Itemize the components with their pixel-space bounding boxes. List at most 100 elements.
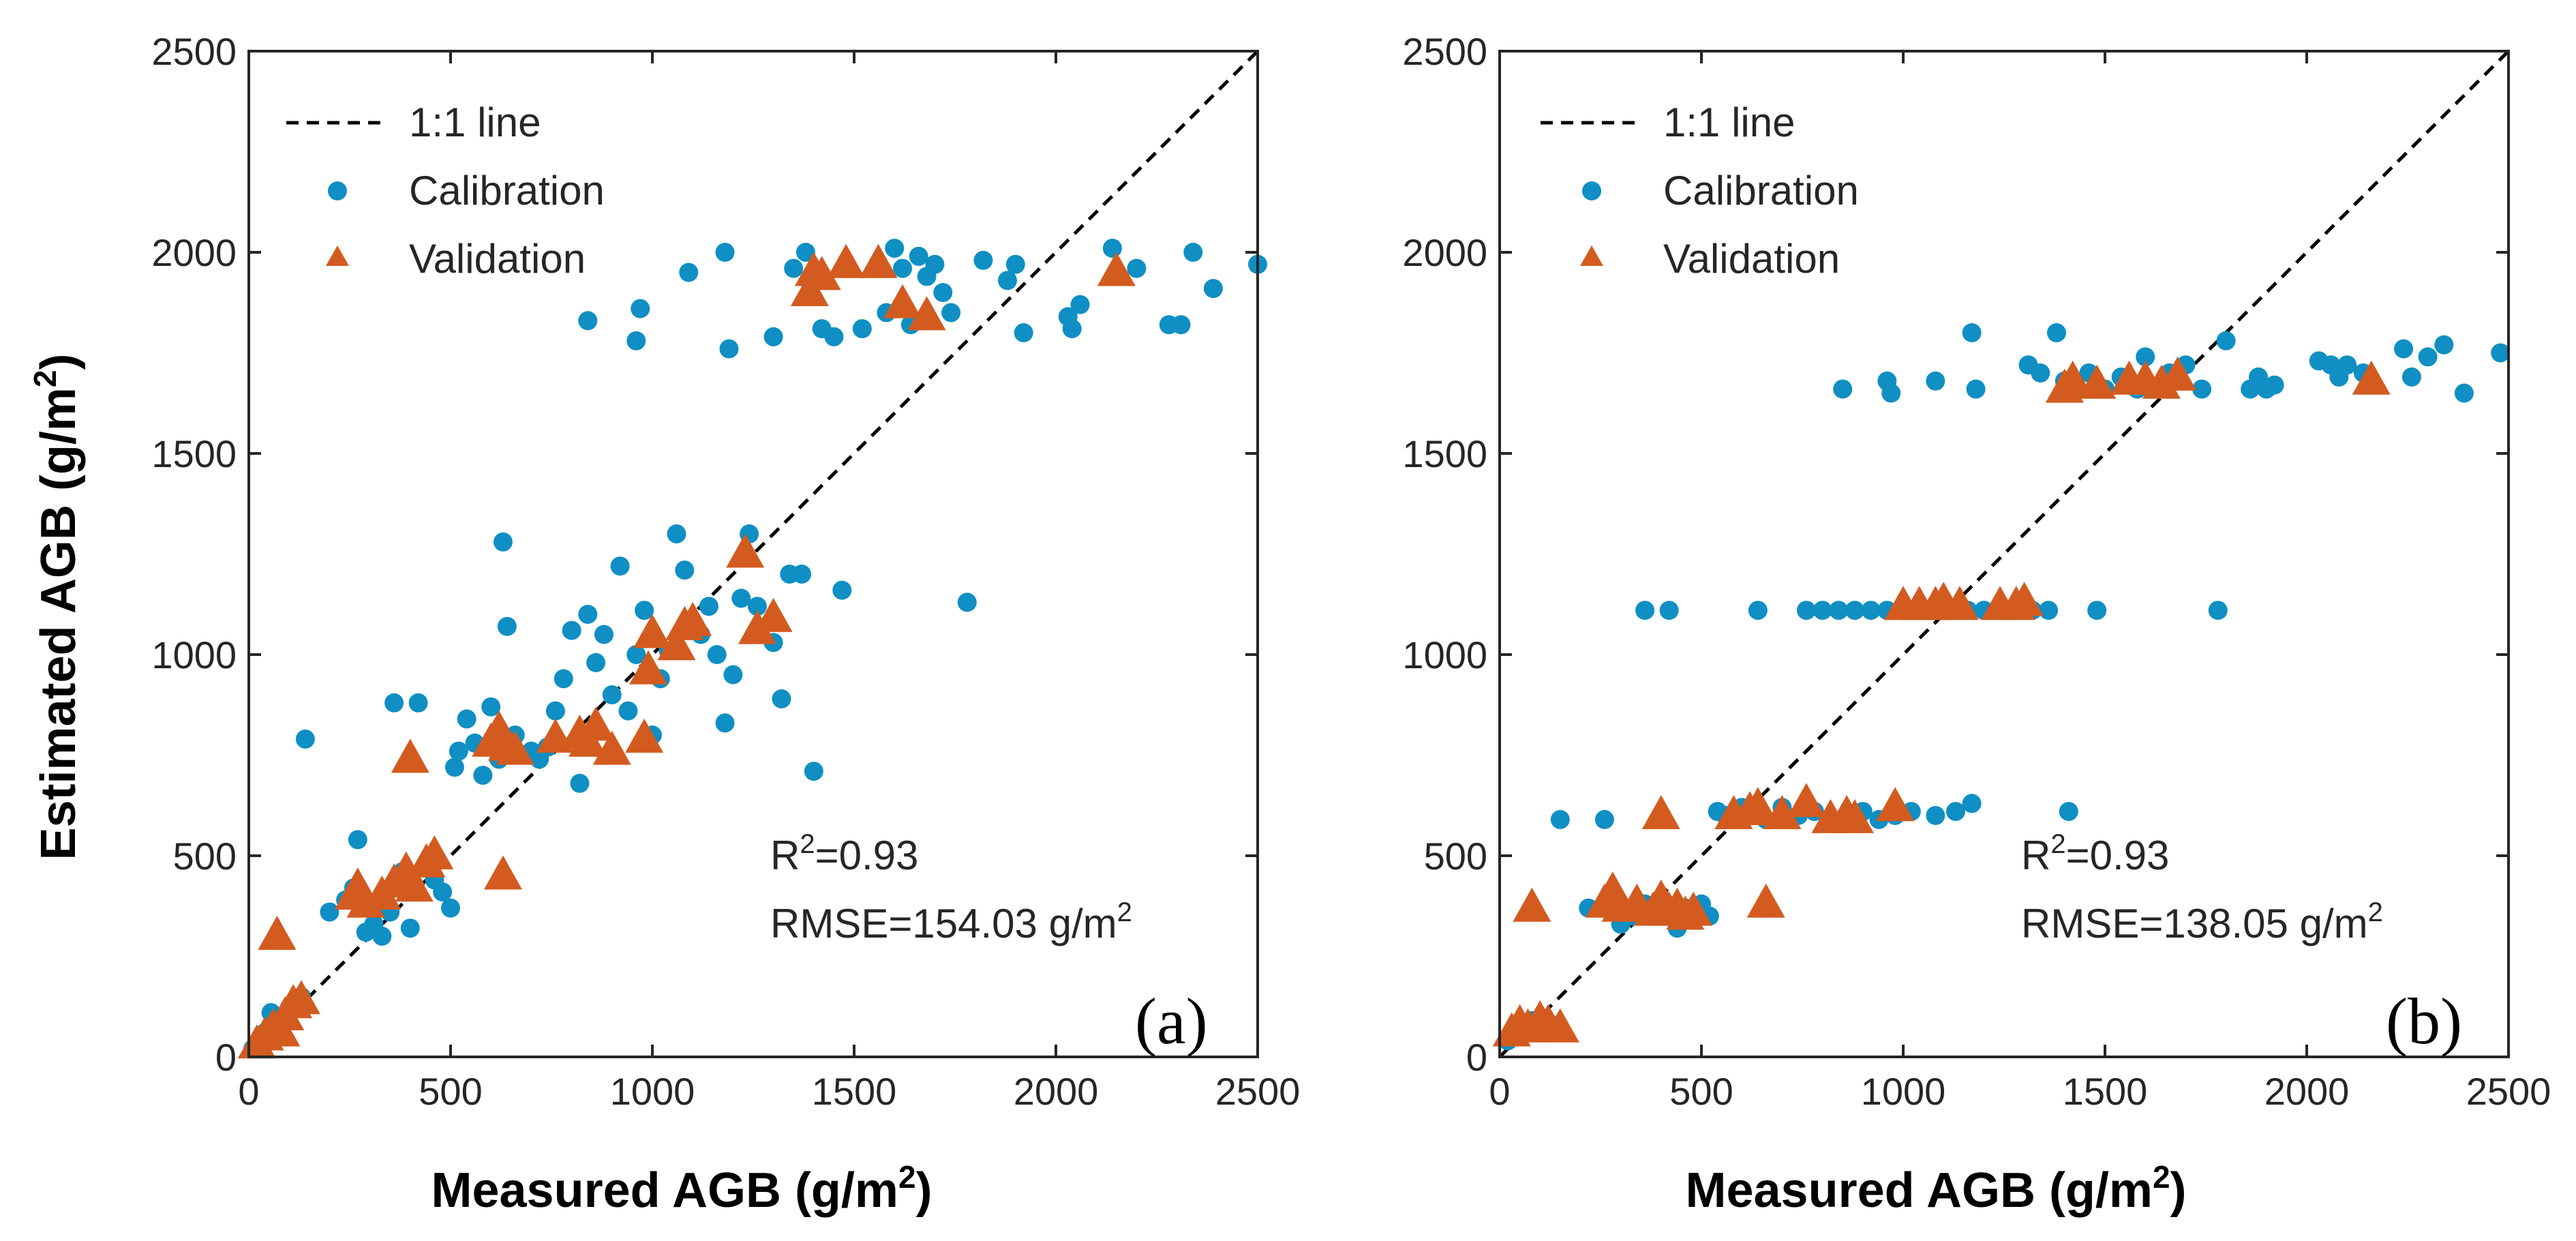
calibration-point: [2418, 347, 2438, 367]
legend-label-validation: Validation: [1663, 236, 1840, 282]
validation-point: [395, 867, 434, 902]
calibration-point: [586, 653, 606, 672]
calibration-point: [1845, 601, 1864, 620]
calibration-point: [570, 773, 590, 793]
calibration-point: [578, 311, 598, 331]
validation-point: [2053, 360, 2092, 395]
y-tick-label: 2000: [151, 231, 237, 274]
calibration-point: [626, 331, 646, 350]
calibration-point: [852, 319, 872, 339]
validation-point: [1787, 783, 1825, 818]
calibration-point: [1829, 601, 1849, 620]
validation-point: [673, 601, 712, 636]
calibration-point: [441, 898, 460, 918]
x-axis-label: Measured AGB (g/m2): [431, 1159, 932, 1218]
calibration-point: [578, 605, 598, 624]
calibration-point: [433, 882, 453, 902]
rmse-annotation: RMSE=138.05 g/m2: [2021, 897, 2383, 946]
calibration-point: [545, 701, 565, 721]
validation-point: [2158, 356, 2197, 391]
one-to-one-line: [247, 50, 1259, 1058]
legend-calibration-marker: [1582, 181, 1601, 200]
calibration-point: [473, 766, 493, 785]
y-tick-label: 1500: [1402, 432, 1487, 475]
marker-layer: [237, 239, 1267, 1059]
validation-point: [802, 256, 841, 290]
calibration-point: [2491, 343, 2511, 363]
y-axis-label: Estimated AGB (g/m2): [27, 354, 86, 861]
y-tick-label: 500: [173, 835, 237, 878]
calibration-point: [1659, 601, 1679, 620]
calibration-point: [618, 701, 638, 721]
calibration-point: [772, 689, 791, 708]
calibration-point: [635, 601, 654, 620]
calibration-point: [2039, 601, 2059, 620]
calibration-point: [1796, 601, 1816, 620]
validation-point: [1835, 798, 1874, 833]
calibration-point: [973, 250, 993, 270]
calibration-point: [731, 588, 751, 608]
calibration-point: [1833, 379, 1853, 399]
calibration-point: [2264, 375, 2284, 395]
calibration-point: [699, 597, 718, 616]
marker-layer: [1492, 323, 2511, 1051]
calibration-point: [804, 762, 823, 781]
calibration-point: [320, 902, 339, 922]
calibration-point: [1594, 809, 1614, 829]
validation-point: [415, 835, 454, 869]
calibration-point: [2059, 802, 2078, 822]
validation-point: [1641, 795, 1680, 829]
calibration-point: [667, 524, 686, 543]
validation-point: [2005, 582, 2044, 616]
calibration-point: [1635, 601, 1655, 620]
validation-point: [1876, 787, 1915, 822]
calibration-point: [1945, 802, 1965, 822]
calibration-point: [2434, 335, 2454, 355]
calibration-point: [449, 741, 468, 761]
calibration-point: [715, 713, 735, 733]
calibration-point: [1861, 601, 1881, 620]
validation-point: [577, 706, 616, 741]
r2-annotation: R2=0.93: [770, 829, 918, 878]
calibration-point: [1926, 806, 1945, 825]
calibration-point: [2454, 383, 2474, 403]
calibration-point: [997, 271, 1017, 290]
calibration-point: [2192, 379, 2212, 399]
calibration-point: [707, 645, 727, 664]
validation-point: [883, 284, 922, 318]
calibration-point: [1813, 601, 1832, 620]
calibration-point: [372, 927, 392, 946]
calibration-point: [400, 918, 420, 938]
calibration-point: [957, 593, 977, 612]
calibration-point: [784, 258, 804, 278]
x-tick-label: 1500: [812, 1070, 897, 1113]
calibration-point: [610, 556, 630, 576]
validation-point: [726, 533, 765, 568]
calibration-point: [554, 669, 573, 689]
x-tick-label: 500: [1669, 1070, 1733, 1113]
tick-layer: 0 500 1000 1500 2000 2500 0 500 1000 1500 2000 2500: [151, 30, 1300, 1113]
calibration-point: [747, 597, 767, 616]
calibration-point: [602, 685, 622, 704]
calibration-point: [824, 327, 844, 346]
x-tick-label: 2500: [1215, 1070, 1301, 1113]
legend: 1:1 line Calibration Validation: [1541, 100, 1859, 282]
calibration-point: [493, 532, 513, 552]
y-tick-label: 500: [1424, 835, 1487, 878]
legend: 1:1 line Calibration Validation: [286, 100, 605, 282]
one-to-one-line: [1498, 50, 2510, 1058]
x-tick-label: 2500: [2466, 1070, 2551, 1113]
plot-frame: [1498, 50, 2510, 1058]
calibration-point: [2031, 363, 2050, 383]
x-tick-label: 0: [238, 1070, 259, 1113]
legend-validation-marker: [1580, 245, 1603, 266]
calibration-point: [497, 616, 517, 636]
calibration-point: [925, 254, 945, 274]
x-tick-label: 0: [1489, 1070, 1510, 1113]
calibration-point: [384, 693, 404, 713]
calibration-point: [792, 565, 812, 584]
x-tick-label: 2000: [2264, 1070, 2350, 1113]
y-tick-label: 2500: [151, 30, 237, 73]
y-tick-label: 2000: [1402, 231, 1487, 274]
validation-point: [657, 626, 696, 661]
